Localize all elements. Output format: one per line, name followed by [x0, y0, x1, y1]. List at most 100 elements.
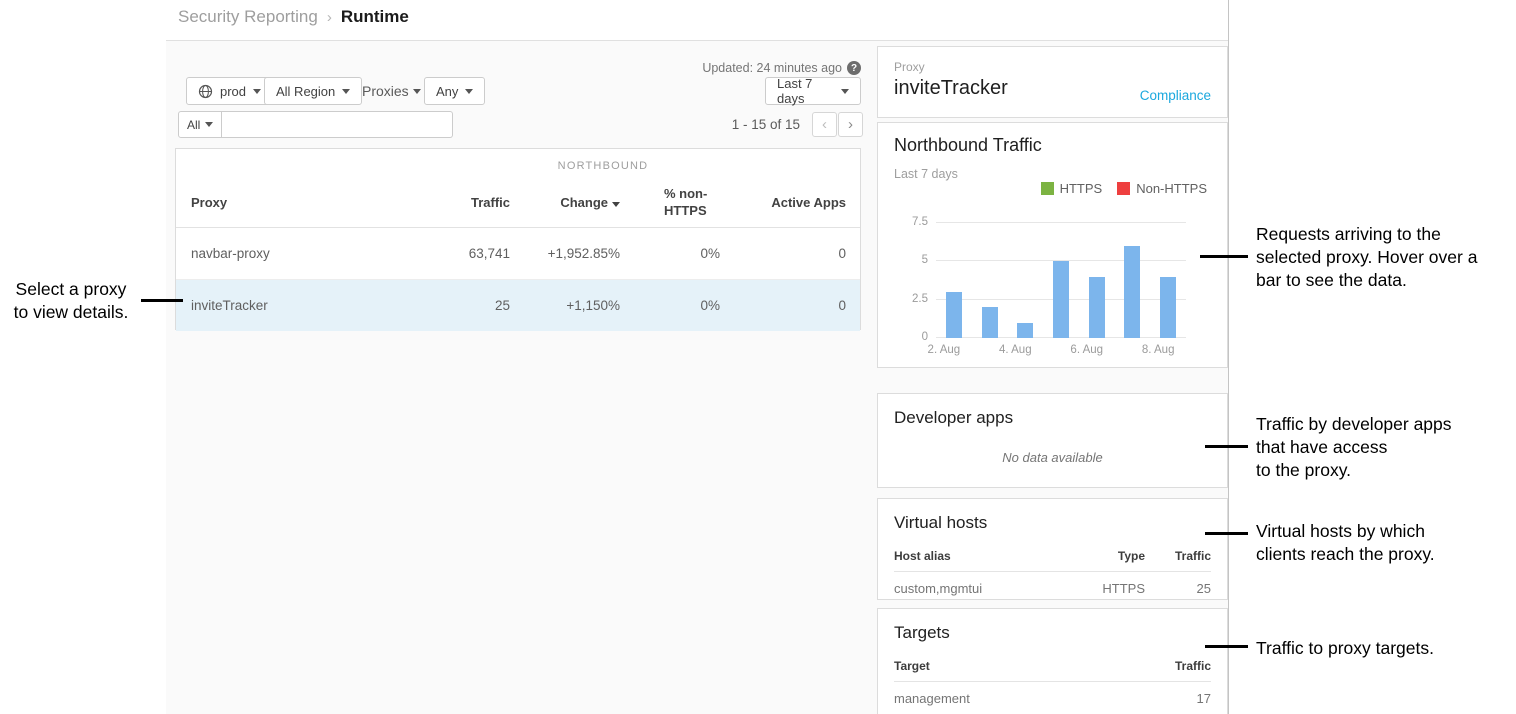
- bar-slot: [936, 223, 972, 338]
- annotation-line: [1200, 255, 1248, 258]
- search-scope-dropdown[interactable]: All: [178, 111, 223, 138]
- developer-apps-empty-text: No data available: [1002, 450, 1103, 465]
- chevron-left-icon: ‹: [822, 116, 827, 133]
- targets-card: Targets Target Traffic management 17: [877, 608, 1228, 714]
- pagination-range: 1 - 15 of 15: [731, 117, 800, 132]
- cell-host-alias: custom,mgmtui: [894, 580, 983, 596]
- chart-bar[interactable]: [1088, 276, 1105, 338]
- legend-swatch-icon: [1040, 182, 1054, 195]
- sort-desc-icon: [612, 202, 620, 207]
- chart-bar[interactable]: [981, 307, 998, 338]
- gridline: 5: [922, 254, 1186, 266]
- targets-title: Targets: [894, 623, 950, 642]
- bar-slot: [1043, 223, 1079, 338]
- chart-bar[interactable]: [1017, 322, 1034, 338]
- region-dropdown[interactable]: All Region: [264, 77, 363, 105]
- gridline: 7.5: [912, 216, 1186, 228]
- chart-bar[interactable]: [1124, 246, 1141, 338]
- cell-proxy: inviteTracker: [191, 298, 268, 313]
- pagination-prev-button[interactable]: ‹: [812, 112, 837, 137]
- annotation-line: [1205, 445, 1248, 448]
- any-dropdown-label: Any: [436, 83, 459, 99]
- cell-traffic: 63,741: [468, 246, 510, 261]
- y-axis-tick-label: 5: [921, 254, 928, 267]
- annotation-developer-apps: Traffic by developer apps that have acce…: [1256, 414, 1452, 480]
- targets-table: Target Traffic management 17: [894, 651, 1211, 714]
- virtual-hosts-card: Virtual hosts Host alias Type Traffic cu…: [877, 498, 1228, 600]
- x-axis-tick-label: [962, 344, 998, 356]
- legend-item[interactable]: HTTPS: [1040, 181, 1103, 196]
- column-header-traffic[interactable]: Traffic: [470, 195, 510, 210]
- virtual-hosts-title: Virtual hosts: [894, 513, 988, 532]
- x-axis-tick-label: [1105, 344, 1141, 356]
- legend-label: HTTPS: [1059, 181, 1103, 196]
- x-axis-tick-label: [1033, 344, 1069, 356]
- cell-type: HTTPS: [1102, 580, 1145, 596]
- cell-non-https: 0%: [700, 246, 720, 261]
- table-row-selected[interactable]: inviteTracker 25 +1,150% 0% 0: [176, 280, 860, 331]
- breadcrumb-separator-icon: ›: [326, 8, 332, 26]
- annotation-northbound-chart: Requests arriving to the selected proxy.…: [1256, 224, 1478, 290]
- column-header-proxy[interactable]: Proxy: [191, 195, 228, 210]
- time-range-dropdown[interactable]: Last 7 days: [765, 76, 861, 106]
- developer-apps-title: Developer apps: [894, 408, 1014, 427]
- breadcrumb: Security Reporting › Runtime: [178, 7, 409, 27]
- annotation-line: [1205, 645, 1248, 648]
- column-header-traffic: Traffic: [1174, 549, 1211, 563]
- breadcrumb-parent[interactable]: Security Reporting: [178, 7, 318, 26]
- virtual-hosts-table: Host alias Type Traffic custom,mgmtui HT…: [894, 541, 1211, 604]
- chevron-down-icon: [412, 88, 421, 94]
- header-divider: [166, 40, 1228, 41]
- cell-traffic: 25: [494, 298, 510, 313]
- annotation-line: [1205, 532, 1248, 535]
- help-icon[interactable]: ?: [847, 61, 861, 75]
- proxy-detail-card: Proxy inviteTracker Compliance: [877, 46, 1228, 118]
- legend-swatch-icon: [1117, 182, 1131, 195]
- bar-slot: [1150, 223, 1186, 338]
- cell-target: management: [894, 690, 970, 706]
- x-axis-tick-label: 4. Aug: [998, 344, 1032, 356]
- column-header-change[interactable]: Change: [510, 195, 620, 210]
- virtual-hosts-header-row: Host alias Type Traffic: [894, 541, 1211, 572]
- annotation-targets: Traffic to proxy targets.: [1256, 638, 1434, 658]
- environment-dropdown[interactable]: prod: [186, 77, 274, 105]
- column-header-non-https[interactable]: % non-HTTPS: [664, 185, 708, 218]
- cell-traffic: 17: [1196, 690, 1211, 706]
- chart-plot: 0 2.5 5 7.5: [912, 216, 1186, 343]
- compliance-link[interactable]: Compliance: [1139, 88, 1211, 103]
- chart-bars: [936, 223, 1186, 338]
- chevron-down-icon: [253, 88, 262, 94]
- x-axis-tick-label: 8. Aug: [1141, 344, 1175, 356]
- search-scope-label: All: [187, 117, 201, 132]
- chart-bar[interactable]: [1160, 276, 1177, 338]
- legend-item[interactable]: Non-HTTPS: [1117, 181, 1207, 196]
- chevron-right-icon: ›: [848, 116, 853, 133]
- table-row[interactable]: navbar-proxy 63,741 +1,952.85% 0% 0: [176, 228, 860, 280]
- chart-title: Northbound Traffic: [894, 135, 1042, 155]
- cell-active-apps: 0: [838, 246, 846, 261]
- pagination-next-button[interactable]: ›: [838, 112, 863, 137]
- column-header-active-apps[interactable]: Active Apps: [771, 195, 846, 210]
- chart-bar[interactable]: [1053, 261, 1070, 338]
- cell-change: +1,952.85%: [547, 246, 620, 261]
- column-header-type: Type: [1117, 549, 1145, 563]
- targets-row: management 17: [894, 682, 1211, 714]
- search-input[interactable]: [222, 111, 454, 138]
- environment-dropdown-label: prod: [220, 83, 247, 99]
- bar-slot: [1115, 223, 1151, 338]
- y-axis-tick-label: 0: [921, 331, 928, 343]
- x-axis-tick-label: 2. Aug: [927, 344, 961, 356]
- globe-icon: [198, 84, 213, 99]
- chart-bar[interactable]: [945, 292, 962, 338]
- northbound-traffic-card: Northbound Traffic Last 7 days HTTPS Non-…: [877, 122, 1228, 368]
- any-dropdown[interactable]: Any: [424, 77, 486, 105]
- chevron-down-icon: [465, 88, 474, 94]
- proxies-dropdown[interactable]: Proxies: [362, 83, 421, 99]
- updated-text: Updated: 24 minutes ago: [702, 61, 842, 75]
- annotation-virtual-hosts: Virtual hosts by which clients reach the…: [1256, 521, 1435, 564]
- screenshot-right-border: [1228, 0, 1229, 714]
- cell-proxy: navbar-proxy: [191, 246, 270, 261]
- x-axis-tick-label: 6. Aug: [1070, 344, 1104, 356]
- search-bar: All: [178, 111, 454, 138]
- time-range-label: Last 7 days: [777, 76, 813, 106]
